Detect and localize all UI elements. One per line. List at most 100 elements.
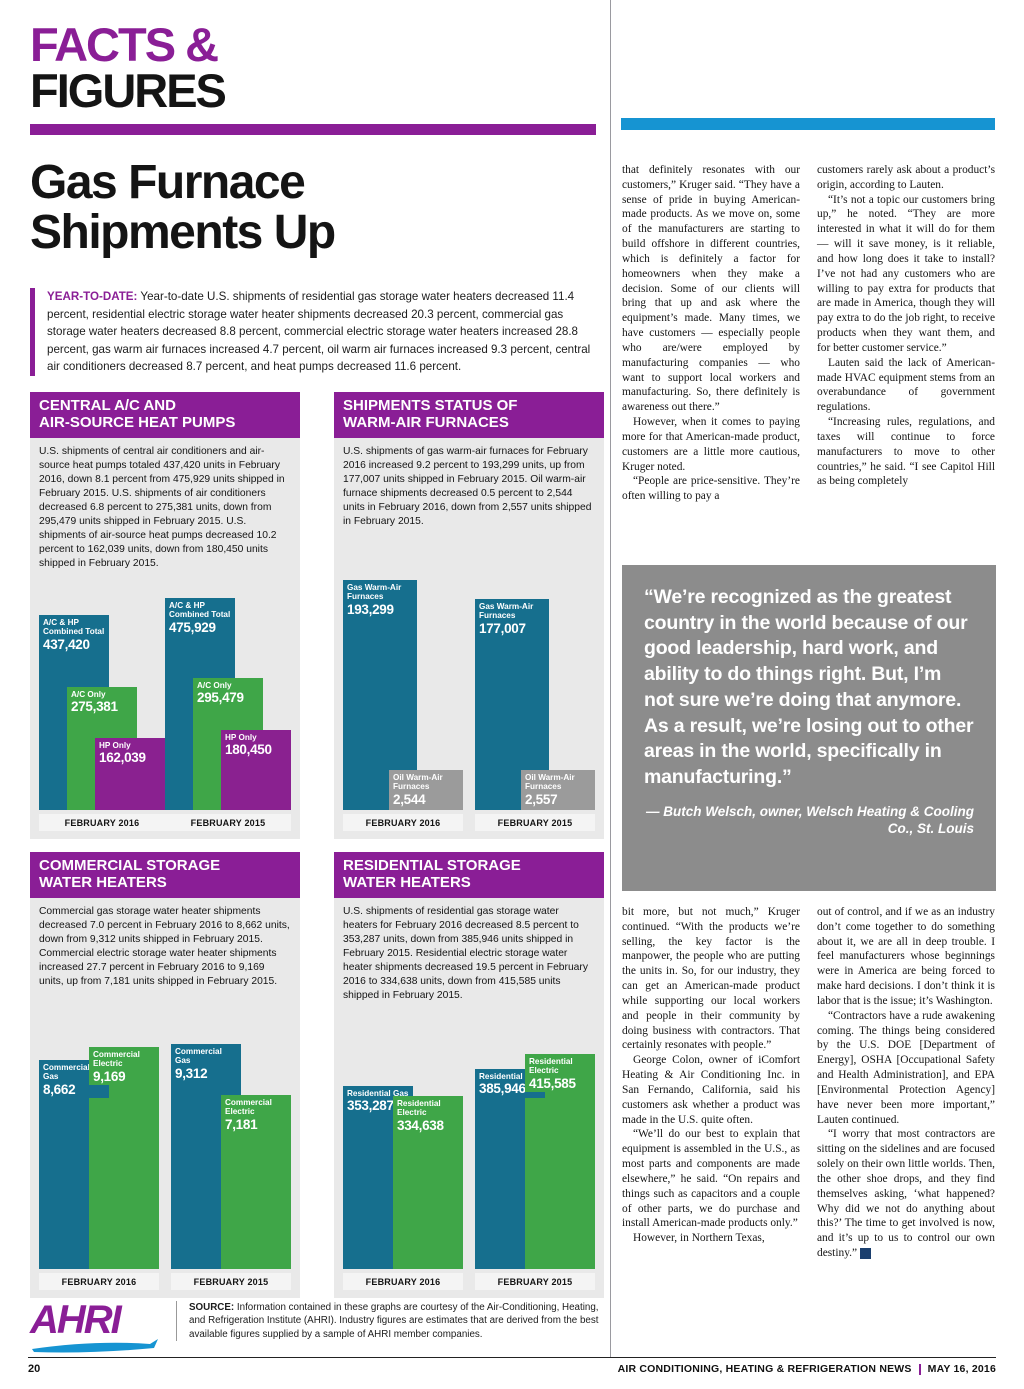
bar-label: Commercial Gas 9,312	[171, 1044, 241, 1083]
bar-label: Commercial Electric 9,169	[89, 1047, 159, 1086]
panel-title-line1: COMMERCIAL STORAGE	[39, 857, 221, 874]
chart-group-label: FEBRUARY 2016	[343, 814, 463, 831]
chart-group: Residential Gas 353,287 Residential Electr…	[343, 1007, 463, 1269]
paragraph: George Colon, owner of iComfort Heating …	[622, 1054, 800, 1126]
bar-label: Residential Electric 415,585	[525, 1054, 595, 1093]
panel-title-line2: WATER HEATERS	[343, 874, 471, 892]
bar-label: A/C & HP Combined Total 437,420	[39, 615, 109, 654]
bar-value: 353,287	[347, 1098, 394, 1114]
panel-commercial-water-heaters: COMMERCIAL STORAGE WATER HEATERS Commerc…	[30, 852, 300, 1298]
chart-plot: A/C & HP Combined Total 437,420 A/C Only 27…	[30, 574, 300, 810]
paragraph: “We’ll do our best to explain that equip…	[622, 1128, 800, 1230]
bar-series-name: Commercial Electric	[225, 1098, 272, 1117]
footer-separator	[918, 1363, 921, 1375]
bar-label: A/C Only 295,479	[193, 678, 263, 707]
pull-quote: “We’re recognized as the greatest countr…	[622, 565, 996, 891]
bar-series-name: Commercial Electric	[93, 1050, 140, 1069]
bar-value: 475,929	[169, 619, 216, 635]
bar-series-name: Residential Electric	[529, 1057, 573, 1076]
chart-group: A/C & HP Combined Total 437,420 A/C Only 27…	[39, 575, 165, 810]
bar-value: 8,662	[43, 1081, 76, 1097]
chart-axis-band: FEBRUARY 2016 FEBRUARY 2015	[30, 810, 300, 839]
bar-series-name: Gas Warm-Air Furnaces	[479, 602, 534, 621]
masthead-rule	[30, 124, 596, 135]
bar-series-name: A/C & HP Combined Total	[169, 601, 231, 620]
bar-series-name: Oil Warm-Air Furnaces	[525, 773, 575, 792]
bar-series-name: A/C & HP Combined Total	[43, 618, 105, 637]
paragraph: “People are price-sensitive. They’re oft…	[622, 475, 800, 503]
bar-series-name: Gas Warm-Air Furnaces	[347, 583, 402, 602]
bar-series-name: Oil Warm-Air Furnaces	[393, 773, 443, 792]
bar-value: 193,299	[347, 601, 394, 617]
panel-title-line2: WARM-AIR FURNACES	[343, 414, 509, 432]
chart-group-label: FEBRUARY 2016	[39, 814, 165, 831]
chart-axis-band: FEBRUARY 2016 FEBRUARY 2015	[334, 810, 604, 839]
panel-header: COMMERCIAL STORAGE WATER HEATERS	[30, 852, 300, 898]
footer-credit: AIR CONDITIONING, HEATING & REFRIGERATIO…	[618, 1363, 996, 1375]
pull-quote-attribution: — Butch Welsch, owner, Welsch Heating & …	[645, 803, 974, 837]
footer-rule	[28, 1357, 996, 1358]
bar-value: 2,544	[393, 791, 426, 807]
bar-series-name: Residential Gas	[347, 1089, 409, 1098]
paragraph: “Increasing rules, regulations, and taxe…	[817, 416, 995, 488]
footer-publication: AIR CONDITIONING, HEATING & REFRIGERATIO…	[617, 1363, 912, 1375]
paragraph: “It’s not a topic our customers bring up…	[817, 193, 995, 354]
bar-label: Gas Warm-Air Furnaces 177,007	[475, 599, 549, 638]
chart-group: Gas Warm-Air Furnaces 193,299 Oil Warm-Air…	[343, 533, 463, 810]
chart-bar: HP Only 162,039	[95, 738, 165, 810]
headline-line1: Gas Furnace	[30, 156, 306, 209]
year-to-date-label: YEAR-TO-DATE:	[47, 290, 138, 303]
chart-group-label: FEBRUARY 2015	[171, 1273, 291, 1290]
bar-label: A/C Only 275,381	[67, 687, 137, 716]
bar-label: Oil Warm-Air Furnaces 2,557	[521, 770, 595, 809]
source-label: SOURCE:	[189, 1302, 235, 1313]
chart-group-label: FEBRUARY 2015	[475, 1273, 595, 1290]
source-note: SOURCE: Information contained in these g…	[176, 1301, 605, 1341]
panel-title-line2: AIR-SOURCE HEAT PUMPS	[39, 414, 236, 432]
chart-axis-band: FEBRUARY 2016 FEBRUARY 2015	[30, 1269, 300, 1298]
footer-date: MAY 16, 2016	[927, 1363, 996, 1375]
panel-header: CENTRAL A/C AND AIR-SOURCE HEAT PUMPS	[30, 392, 300, 438]
paragraph: “Contractors have a rude awakening comin…	[817, 1009, 995, 1126]
chart-bar: Residential Electric 334,638	[393, 1096, 463, 1269]
bar-value: 415,585	[529, 1075, 576, 1091]
source-row: AHRI SOURCE: Information contained in th…	[30, 1298, 605, 1358]
page-title: Gas Furnace Shipments Up	[30, 158, 590, 258]
chart-group-label: FEBRUARY 2016	[39, 1273, 159, 1290]
chart-plot: Gas Warm-Air Furnaces 193,299 Oil Warm-Air…	[334, 532, 604, 810]
paragraph: “I worry that most contractors are sitti…	[817, 1128, 995, 1260]
bar-value: 9,169	[93, 1068, 126, 1084]
panel-title-line1: SHIPMENTS STATUS OF	[343, 397, 518, 414]
source-text: Information contained in these graphs ar…	[189, 1302, 599, 1340]
ahri-logo: AHRI	[30, 1298, 162, 1358]
chart-group-label: FEBRUARY 2016	[343, 1273, 463, 1290]
panel-title-line2: WATER HEATERS	[39, 874, 167, 892]
chart-axis-band: FEBRUARY 2016 FEBRUARY 2015	[334, 1269, 604, 1298]
panel-title-line1: RESIDENTIAL STORAGE	[343, 857, 521, 874]
chart-plot: Residential Gas 353,287 Residential Electr…	[334, 1006, 604, 1269]
bar-label: Oil Warm-Air Furnaces 2,544	[389, 770, 463, 809]
bar-series-name: Residential Electric	[397, 1099, 441, 1118]
chart-bar: HP Only 180,450	[221, 730, 291, 810]
paragraph: bit more, but not much,” Kruger continue…	[622, 906, 800, 1052]
panel-header: SHIPMENTS STATUS OF WARM-AIR FURNACES	[334, 392, 604, 438]
panel-title-line1: CENTRAL A/C AND	[39, 397, 176, 414]
ahri-logo-text: AHRI	[30, 1298, 122, 1342]
chart-bar: Oil Warm-Air Furnaces 2,557	[521, 770, 595, 810]
panel-residential-water-heaters: RESIDENTIAL STORAGE WATER HEATERS U.S. s…	[334, 852, 604, 1298]
bar-value: 9,312	[175, 1065, 208, 1081]
panel-header: RESIDENTIAL STORAGE WATER HEATERS	[334, 852, 604, 898]
article-column-4: out of control, and if we as an industry…	[817, 905, 995, 1261]
masthead-line2: FIGURES	[30, 64, 227, 118]
bar-value: 334,638	[397, 1117, 444, 1133]
bar-label: Residential Electric 334,638	[393, 1096, 463, 1135]
article-column-2: customers rarely ask about a product’s o…	[817, 163, 995, 489]
bar-label: A/C & HP Combined Total 475,929	[165, 598, 235, 637]
headline-line2: Shipments Up	[30, 205, 336, 259]
top-accent-bar	[621, 118, 995, 130]
bar-value: 437,420	[43, 636, 90, 652]
chart-bar: Residential Electric 415,585	[525, 1054, 595, 1269]
bar-label: HP Only 162,039	[95, 738, 165, 767]
bar-label: HP Only 180,450	[221, 730, 291, 759]
